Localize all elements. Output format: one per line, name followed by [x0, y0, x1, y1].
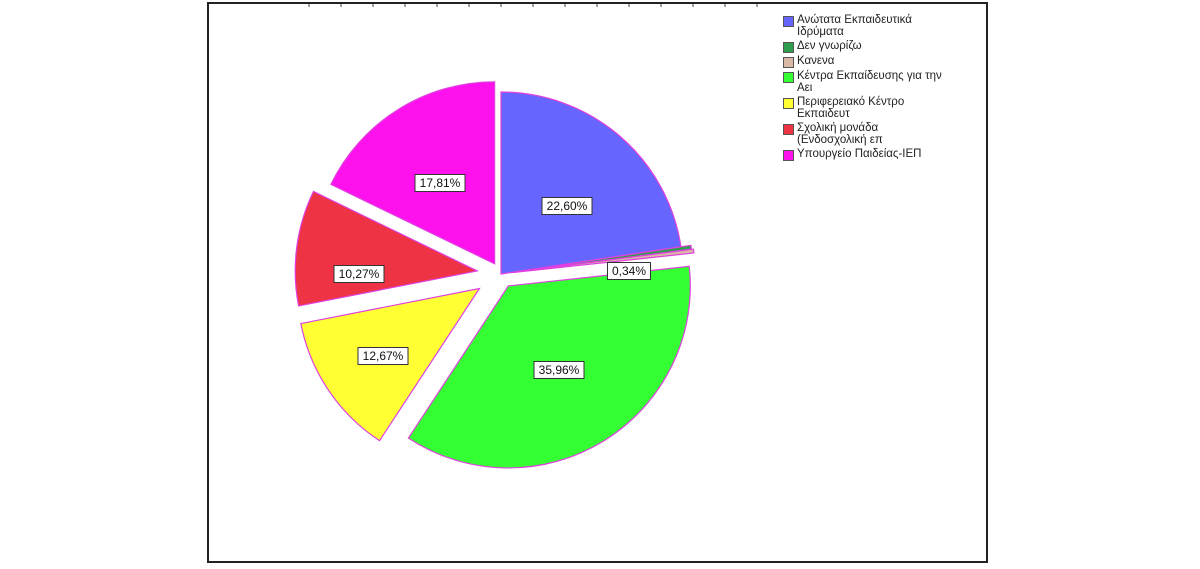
legend-item: Υπουργείο Παιδείας-ΙΕΠ: [783, 148, 993, 161]
slice-value-label-box: [333, 265, 385, 283]
legend-item: Σχολική μονάδα (Ενδοσχολική επ: [783, 122, 993, 146]
legend-label: Περιφερειακό Κέντρο Εκπαιδευτ: [797, 96, 905, 120]
legend-item: Κανενα: [783, 55, 993, 68]
top-tick-marks: [308, 4, 758, 7]
pie-slice: [512, 248, 695, 274]
legend-item: Ανώτατα Εκπαιδευτικά Ιδρύματα: [783, 14, 993, 38]
slice-value-label: 10,27%: [339, 267, 380, 281]
legend-label: Υπουργείο Παιδείας-ΙΕΠ: [797, 148, 922, 160]
slice-value-label-box: [533, 361, 585, 379]
legend-swatch: [783, 16, 794, 27]
slice-value-label: 22,60%: [547, 199, 588, 213]
slice-value-label: 12,67%: [363, 349, 404, 363]
slice-value-label-box: [541, 197, 593, 215]
slice-value-label-box: [607, 262, 651, 280]
pie-slice: [330, 81, 496, 265]
legend-label: Κέντρα Εκπαίδευσης για την Αει: [797, 70, 942, 94]
legend-item: Περιφερειακό Κέντρο Εκπαιδευτ: [783, 96, 993, 120]
legend-swatch: [783, 150, 794, 161]
pie-slice: [500, 91, 682, 275]
legend-swatch: [783, 42, 794, 53]
legend-label: Σχολική μονάδα (Ενδοσχολική επ: [797, 122, 883, 146]
slice-value-label: 17,81%: [420, 176, 461, 190]
legend: Ανώτατα Εκπαιδευτικά Ιδρύματα Δεν γνωρίζω…: [783, 14, 993, 163]
legend-item: Δεν γνωρίζω: [783, 40, 993, 53]
slice-value-label: 0,34%: [612, 264, 646, 278]
slice-value-label: 35,96%: [539, 363, 580, 377]
legend-item: Κέντρα Εκπαίδευσης για την Αει: [783, 70, 993, 94]
slice-value-label-box: [414, 174, 466, 192]
legend-label: Ανώτατα Εκπαιδευτικά Ιδρύματα: [797, 14, 912, 38]
pie-slices: [294, 81, 695, 469]
legend-swatch: [783, 57, 794, 68]
chart-frame: 22,60% 0,34% 35,96% 12,67% 10,27% 17,81%: [207, 2, 988, 563]
legend-label: Κανενα: [797, 55, 835, 67]
legend-swatch: [783, 72, 794, 83]
pie-chart: 22,60% 0,34% 35,96% 12,67% 10,27% 17,81%: [294, 4, 758, 469]
legend-label: Δεν γνωρίζω: [797, 40, 862, 52]
slice-value-label-box: [357, 347, 409, 365]
pie-data-labels: 22,60% 0,34% 35,96% 12,67% 10,27% 17,81%: [333, 174, 651, 379]
legend-swatch: [783, 124, 794, 135]
legend-swatch: [783, 98, 794, 109]
